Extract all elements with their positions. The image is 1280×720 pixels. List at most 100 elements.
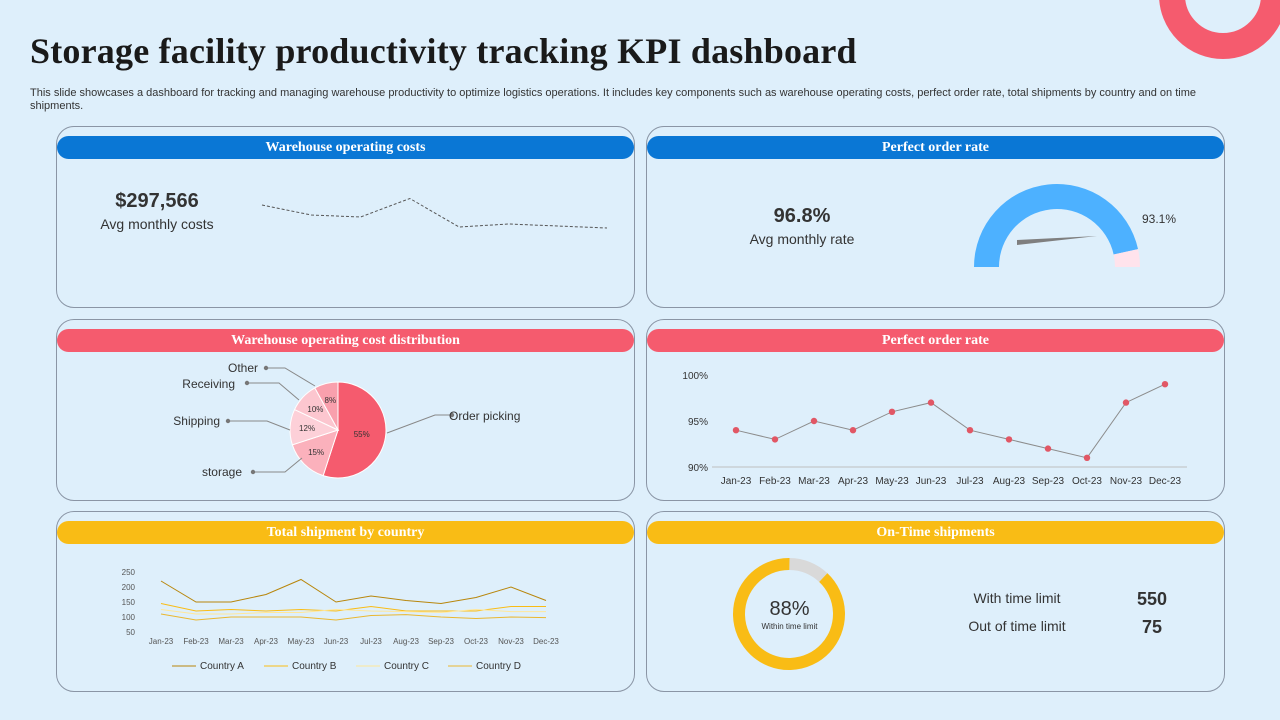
trend-point — [888, 408, 896, 415]
pie-label: Receiving — [182, 377, 235, 391]
pie-label: Shipping — [173, 414, 220, 428]
pie-leader-dot — [225, 418, 231, 424]
page-title: Storage facility productivity tracking K… — [30, 31, 857, 71]
panel-warehouse-costs: Warehouse operating costs $297,566 Avg m… — [56, 126, 635, 308]
trend-x-tick: Oct-23 — [1072, 476, 1102, 487]
pie-leader-dot — [244, 380, 250, 386]
ontime-row-within-label: With time limit — [973, 590, 1061, 606]
trend-point — [927, 399, 935, 406]
panel-perfect-order-rate-title: Perfect order rate — [647, 136, 1224, 159]
pie-value-label: 10% — [307, 405, 323, 414]
gauge-remaining-arc — [1113, 249, 1140, 267]
rate-gauge: 93.1% — [974, 183, 1176, 267]
trend-x-tick: Apr-23 — [838, 476, 868, 487]
trend-x-tick: Feb-23 — [759, 476, 791, 487]
ship-x-tick: Oct-23 — [464, 637, 489, 646]
trend-y-tick: 95% — [688, 417, 708, 428]
pie-leader-dot — [449, 412, 455, 418]
pie-label: Other — [228, 361, 258, 375]
panel-rate-trend: Perfect order rate 90% 95% 100% Jan-23 Feb-2… — [646, 319, 1225, 501]
donut-segment-out-of-time-limit — [733, 558, 845, 670]
ship-x-tick: Jun-23 — [324, 637, 349, 646]
ship-legend-label: Country C — [384, 661, 429, 672]
ship-series-country-d — [160, 613, 547, 621]
trend-point — [1005, 436, 1013, 443]
trend-y-tick: 100% — [682, 371, 708, 382]
trend-line — [735, 383, 1166, 459]
ship-series-country-c — [160, 608, 546, 615]
ship-x-tick: Sep-23 — [428, 637, 454, 646]
pie-leader-line — [266, 367, 316, 387]
trend-point — [1044, 445, 1052, 452]
pie-leader-dot — [250, 469, 256, 475]
gauge-fill-arc — [974, 183, 1139, 267]
trend-point — [849, 427, 857, 434]
trend-point — [771, 436, 779, 443]
ship-x-tick: Feb-23 — [183, 637, 209, 646]
donut-caption: Within time limit — [761, 622, 818, 631]
trend-point — [1122, 399, 1130, 406]
trend-point — [1083, 454, 1091, 461]
ontime-row-within-value: 550 — [1136, 589, 1168, 609]
trend-point — [810, 417, 818, 425]
ship-y-tick: 200 — [122, 583, 136, 592]
ontime-row-outside-value: 75 — [1141, 617, 1163, 637]
pie-leader-dot — [263, 365, 269, 371]
ship-y-tick: 50 — [126, 628, 135, 637]
panel-cost-distribution: Warehouse operating cost distribution 55… — [56, 319, 635, 501]
trend-y-tick: 90% — [688, 463, 708, 474]
ontime-donut — [733, 558, 845, 670]
pie-value-label: 55% — [354, 430, 370, 439]
ontime-row-outside-label: Out of time limit — [968, 618, 1066, 634]
pie-leader-line — [228, 420, 291, 431]
ship-series-country-a — [160, 578, 547, 605]
donut-value: 88% — [769, 598, 810, 620]
trend-x-tick: Mar-23 — [798, 476, 830, 487]
ship-x-tick: Jul-23 — [360, 637, 382, 646]
ship-x-tick: Aug-23 — [393, 637, 419, 646]
gauge-value-label: 93.1% — [1142, 212, 1176, 226]
panel-shipments-by-country: Total shipment by country 50 100 150 200 250… — [56, 511, 635, 692]
panel-cost-distribution-title: Warehouse operating cost distribution — [57, 329, 634, 352]
decorative-ring — [1159, 0, 1280, 59]
trend-point — [1161, 381, 1169, 388]
pie-leader-line — [247, 382, 300, 401]
avg-monthly-rate-caption: Avg monthly rate — [749, 231, 855, 247]
trend-x-tick: Jun-23 — [916, 476, 947, 487]
trend-x-tick: Dec-23 — [1149, 476, 1182, 487]
costs-sparkline — [261, 197, 608, 229]
pie-slice-other — [314, 381, 339, 431]
trend-point — [732, 427, 740, 434]
trend-x-tick: Nov-23 — [1110, 476, 1143, 487]
pie-value-label: 12% — [299, 424, 315, 433]
ship-x-tick: Dec-23 — [533, 637, 559, 646]
trend-x-tick: Jan-23 — [721, 476, 752, 487]
trend-point — [966, 427, 974, 434]
ship-x-tick: Mar-23 — [218, 637, 244, 646]
trend-x-tick: Jul-23 — [956, 476, 984, 487]
pie-value-label: 15% — [308, 448, 324, 457]
pie-leader-line — [253, 457, 303, 473]
pie-label: Order picking — [449, 409, 520, 423]
ship-y-tick: 250 — [122, 568, 136, 577]
ship-x-tick: Apr-23 — [254, 637, 279, 646]
pie-value-label: 8% — [325, 396, 337, 405]
rate-trend-chart: 90% 95% 100% Jan-23 Feb-23 Mar-23 Apr-23 May-23… — [682, 371, 1187, 487]
ship-y-tick: 150 — [122, 598, 136, 607]
pie-label: storage — [202, 465, 242, 479]
gauge-needle — [1017, 236, 1097, 245]
panel-ontime-title: On-Time shipments — [647, 521, 1224, 544]
sparkline-line — [261, 197, 608, 229]
ship-legend-label: Country D — [476, 661, 521, 672]
pie-leader-line — [386, 414, 452, 434]
ship-legend-label: Country B — [292, 661, 337, 672]
avg-monthly-rate-value: 96.8% — [773, 205, 831, 227]
avg-monthly-costs-value: $297,566 — [115, 190, 199, 212]
trend-x-tick: Sep-23 — [1032, 476, 1065, 487]
cost-distribution-pie: 55% 15% 12% 10%8% Order picking storage Shippi… — [173, 361, 520, 479]
trend-x-tick: Aug-23 — [993, 476, 1026, 487]
ship-y-tick: 100 — [122, 613, 136, 622]
shipments-chart: 50 100 150 200 250 Jan-23 Feb-23 Mar-23 Apr-23 Ma… — [122, 568, 560, 672]
panel-warehouse-costs-title: Warehouse operating costs — [57, 136, 634, 159]
panel-perfect-order-rate: Perfect order rate 96.8% Avg monthly rat… — [646, 126, 1225, 308]
